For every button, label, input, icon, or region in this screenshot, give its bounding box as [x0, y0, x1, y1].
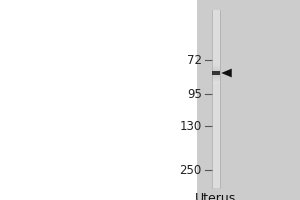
Bar: [212, 164, 220, 166]
Bar: [212, 123, 220, 126]
Bar: [212, 119, 220, 121]
Bar: [212, 110, 220, 112]
Bar: [212, 26, 220, 28]
Bar: [212, 32, 220, 34]
Bar: [212, 88, 220, 90]
Bar: [212, 41, 220, 43]
Text: 250: 250: [179, 164, 202, 176]
Bar: [212, 112, 220, 115]
Bar: [212, 141, 220, 144]
Bar: [212, 86, 220, 88]
Bar: [212, 139, 220, 141]
Bar: [212, 21, 220, 23]
Bar: [212, 70, 220, 72]
Bar: [212, 157, 220, 159]
Bar: [212, 97, 220, 99]
Bar: [212, 39, 220, 41]
Text: 72: 72: [187, 53, 202, 66]
Bar: [212, 37, 220, 39]
Bar: [212, 146, 220, 148]
Bar: [212, 148, 220, 150]
Bar: [212, 155, 220, 157]
Bar: [212, 168, 220, 170]
Bar: [212, 10, 220, 188]
Bar: [212, 52, 220, 54]
Bar: [212, 117, 220, 119]
Polygon shape: [221, 69, 232, 77]
Bar: [212, 175, 220, 177]
Bar: [212, 43, 220, 46]
Bar: [212, 46, 220, 48]
Bar: [212, 108, 220, 110]
Bar: [212, 166, 220, 168]
Bar: [212, 66, 220, 68]
Bar: [212, 59, 220, 61]
Bar: [212, 90, 220, 92]
Bar: [212, 92, 220, 95]
Bar: [212, 184, 220, 186]
Bar: [212, 132, 220, 135]
Bar: [212, 177, 220, 179]
Bar: [212, 186, 220, 188]
Bar: [212, 83, 220, 86]
Bar: [212, 115, 220, 117]
Bar: [212, 54, 220, 57]
Text: Uterus: Uterus: [195, 192, 237, 200]
Bar: [212, 170, 220, 172]
Bar: [212, 179, 220, 181]
Bar: [212, 50, 220, 52]
Bar: [212, 137, 220, 139]
Bar: [212, 79, 220, 81]
Bar: [212, 172, 220, 175]
Bar: [212, 150, 220, 152]
Bar: [212, 106, 220, 108]
Bar: [212, 152, 220, 155]
Bar: [212, 99, 220, 101]
Bar: [212, 95, 220, 97]
Bar: [212, 57, 220, 59]
Text: 130: 130: [179, 119, 202, 132]
Bar: [212, 181, 220, 184]
Bar: [212, 61, 220, 63]
Bar: [212, 68, 220, 70]
Bar: [212, 135, 220, 137]
Bar: [212, 19, 220, 21]
Bar: [212, 103, 220, 106]
Bar: [212, 128, 220, 130]
Bar: [212, 126, 220, 128]
Bar: [212, 71, 220, 75]
Bar: [212, 17, 220, 19]
Bar: [212, 159, 220, 161]
Bar: [197, 0, 300, 200]
Bar: [212, 12, 220, 14]
Bar: [212, 10, 220, 12]
Bar: [212, 23, 220, 26]
Bar: [212, 34, 220, 37]
Text: 95: 95: [187, 88, 202, 100]
Bar: [212, 77, 220, 79]
Bar: [212, 28, 220, 30]
Bar: [212, 81, 220, 83]
Bar: [212, 63, 220, 66]
Bar: [212, 144, 220, 146]
Bar: [212, 30, 220, 32]
Bar: [212, 75, 220, 77]
Bar: [212, 101, 220, 103]
Bar: [212, 130, 220, 132]
Bar: [212, 14, 220, 17]
Bar: [212, 121, 220, 123]
Bar: [212, 161, 220, 164]
Bar: [212, 48, 220, 50]
Bar: [212, 72, 220, 75]
